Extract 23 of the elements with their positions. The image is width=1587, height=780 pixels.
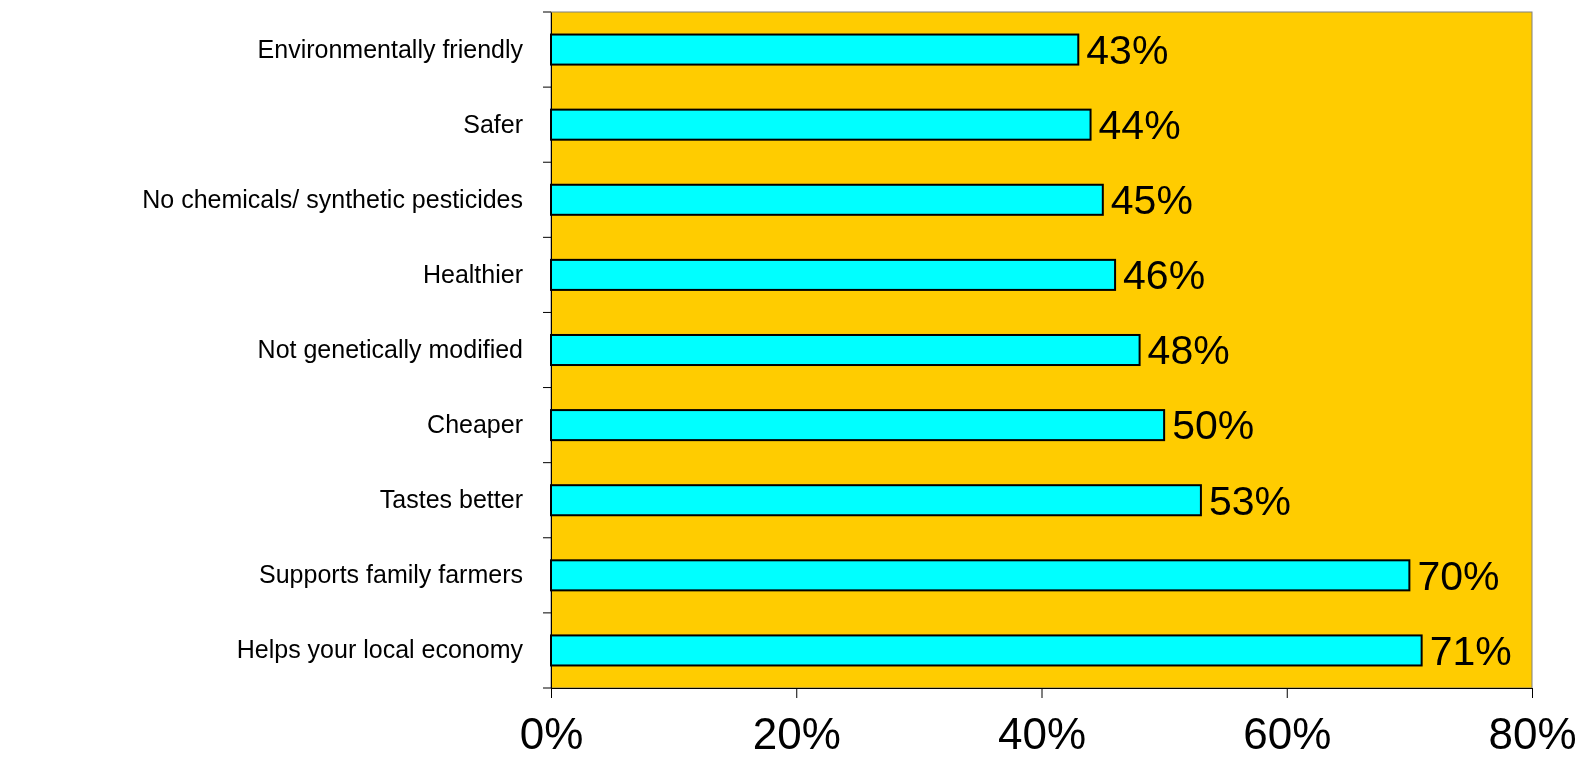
data-label: 71%	[1429, 627, 1512, 674]
y-tick-label: Supports family farmers	[259, 560, 523, 589]
y-tick-label: Tastes better	[379, 485, 523, 514]
data-label: 53%	[1208, 477, 1291, 524]
x-tick-label: 80%	[1488, 709, 1577, 759]
data-label: 46%	[1123, 252, 1206, 299]
x-tick-label: 0%	[519, 709, 584, 759]
x-tick-label: 60%	[1243, 709, 1332, 759]
data-label: 44%	[1098, 102, 1181, 149]
data-label: 70%	[1417, 552, 1500, 599]
data-label: 43%	[1086, 26, 1169, 73]
x-tick-label: 20%	[752, 709, 841, 759]
data-label: 50%	[1172, 402, 1255, 449]
y-tick-label: Helps your local economy	[236, 635, 524, 664]
data-label: 45%	[1110, 177, 1193, 224]
y-tick-label: Environmentally friendly	[257, 34, 524, 63]
data-label: 48%	[1147, 327, 1230, 374]
x-tick-label: 40%	[997, 709, 1087, 759]
y-tick-label: Safer	[463, 109, 523, 138]
y-tick-label: No chemicals/ synthetic pesticides	[142, 184, 523, 213]
y-tick-label: Not genetically modified	[257, 335, 523, 363]
y-tick-label: Cheaper	[427, 410, 523, 439]
y-tick-label: Healthier	[422, 259, 523, 288]
